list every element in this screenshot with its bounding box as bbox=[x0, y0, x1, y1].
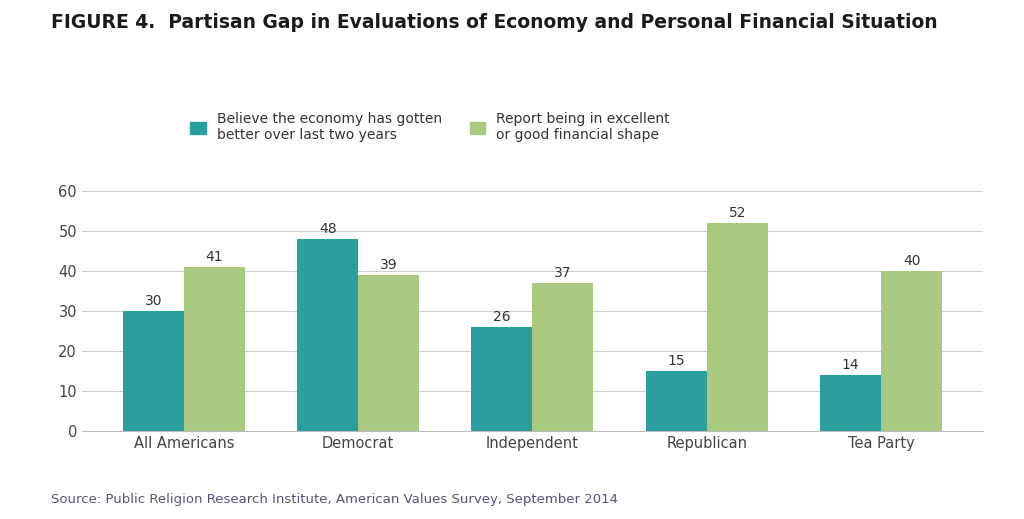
Bar bbox=[358, 275, 419, 431]
Text: 40: 40 bbox=[903, 254, 921, 268]
Bar bbox=[707, 223, 768, 431]
Text: 37: 37 bbox=[554, 266, 571, 280]
Text: 14: 14 bbox=[842, 358, 859, 372]
Bar bbox=[646, 371, 707, 431]
Text: 39: 39 bbox=[380, 258, 397, 272]
Text: 15: 15 bbox=[668, 353, 685, 367]
Bar bbox=[297, 239, 358, 431]
Legend: Believe the economy has gotten
better over last two years, Report being in excel: Believe the economy has gotten better ov… bbox=[190, 112, 670, 142]
Text: 30: 30 bbox=[144, 294, 162, 308]
Bar bbox=[184, 267, 245, 431]
Text: 41: 41 bbox=[206, 250, 223, 264]
Text: 26: 26 bbox=[494, 310, 511, 324]
Bar bbox=[123, 311, 184, 431]
Text: Source: Public Religion Research Institute, American Values Survey, September 20: Source: Public Religion Research Institu… bbox=[51, 493, 618, 506]
Bar bbox=[881, 271, 942, 431]
Bar bbox=[471, 327, 532, 431]
Bar bbox=[532, 283, 594, 431]
Text: 52: 52 bbox=[728, 206, 746, 220]
Bar bbox=[820, 375, 881, 431]
Text: 48: 48 bbox=[318, 222, 337, 236]
Text: FIGURE 4.  Partisan Gap in Evaluations of Economy and Personal Financial Situati: FIGURE 4. Partisan Gap in Evaluations of… bbox=[51, 13, 938, 32]
